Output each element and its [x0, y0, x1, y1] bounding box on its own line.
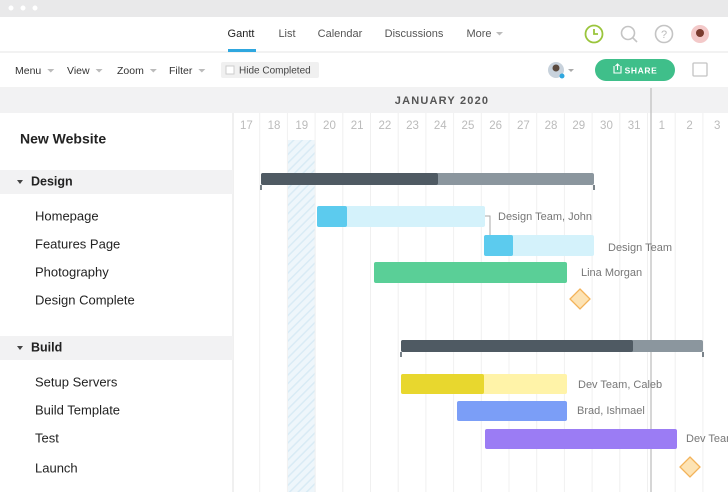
collapse-caret[interactable] — [17, 346, 23, 350]
project-title: New Website — [20, 131, 106, 147]
nav-tab[interactable]: List — [278, 28, 295, 40]
task-bar[interactable] — [317, 206, 485, 227]
window-dot — [8, 5, 14, 11]
assignee-label: Design Team, John — [498, 211, 592, 223]
assignee-label: Design Team — [608, 242, 672, 254]
avatar-face — [696, 29, 704, 37]
assignee-label: Brad, Ishmael — [577, 405, 645, 417]
task-bar[interactable] — [457, 401, 567, 421]
avatar-badge — [559, 73, 565, 79]
time-icon-hands — [593, 29, 598, 35]
toolbar-menu[interactable]: View — [67, 65, 90, 77]
task-name[interactable]: Homepage — [35, 208, 99, 223]
assignee-label: Dev Team, Caleb — [578, 379, 662, 391]
group-name[interactable]: Build — [31, 340, 62, 354]
day-label: 27 — [517, 120, 530, 132]
share-icon — [613, 63, 622, 74]
checkbox[interactable] — [225, 65, 235, 75]
dropdown-caret — [198, 69, 206, 73]
task-name[interactable]: Photography — [35, 264, 109, 279]
task-bar[interactable] — [374, 262, 567, 283]
milestone[interactable] — [569, 288, 591, 310]
task-bar[interactable] — [485, 429, 677, 449]
day-label: 26 — [489, 120, 502, 132]
weekend-hatch — [287, 140, 316, 492]
share-label[interactable]: SHARE — [625, 65, 658, 75]
summary-bracket — [260, 185, 595, 190]
assignee-label: Dev Team — [686, 433, 728, 445]
day-label: 28 — [545, 120, 558, 132]
hide-completed-toggle[interactable] — [221, 62, 319, 78]
task-name[interactable]: Launch — [35, 460, 78, 475]
present-icon[interactable] — [692, 62, 708, 77]
task-bar-progress — [484, 235, 513, 256]
day-label: 2 — [686, 120, 692, 132]
day-label: 25 — [462, 120, 475, 132]
day-label: 31 — [628, 120, 641, 132]
help-glyph: ? — [661, 29, 667, 41]
hide-completed-label[interactable]: Hide Completed — [239, 66, 311, 77]
search-icon[interactable] — [620, 25, 636, 41]
day-label: 22 — [378, 120, 391, 132]
collapse-caret[interactable] — [17, 180, 23, 184]
task-bar-progress — [317, 206, 347, 227]
share-button[interactable] — [595, 59, 675, 81]
group-row — [0, 170, 233, 194]
group-row — [0, 336, 233, 360]
day-label: 24 — [434, 120, 447, 132]
task-name[interactable]: Setup Servers — [35, 374, 118, 389]
toolbar-menu[interactable]: Zoom — [117, 65, 144, 77]
task-name[interactable]: Design Complete — [35, 292, 135, 307]
day-label: 18 — [268, 120, 281, 132]
avatar-face — [552, 64, 560, 72]
nav-tab[interactable]: Discussions — [385, 28, 444, 40]
day-label: 20 — [323, 120, 336, 132]
day-label: 29 — [572, 120, 585, 132]
day-label: 23 — [406, 120, 419, 132]
summary-bracket — [400, 352, 704, 357]
month-label: JANUARY 2020 — [395, 95, 490, 107]
panel-header — [0, 88, 233, 113]
task-bar-progress — [401, 374, 484, 394]
day-label: 30 — [600, 120, 613, 132]
nav-tab[interactable]: Gantt — [228, 28, 255, 40]
help-icon[interactable] — [654, 24, 674, 44]
milestone[interactable] — [679, 456, 701, 478]
active-tab-underline — [228, 49, 256, 52]
day-label: 21 — [351, 120, 364, 132]
window-dot — [32, 5, 38, 11]
time-icon[interactable] — [584, 24, 604, 44]
toolbar-menu[interactable]: Filter — [169, 65, 193, 77]
task-name[interactable]: Build Template — [35, 402, 120, 417]
day-label: 19 — [295, 120, 308, 132]
dropdown-caret — [95, 69, 103, 73]
summary-bar-progress — [401, 340, 633, 352]
assignee-label: Lina Morgan — [581, 267, 642, 279]
dropdown-caret — [568, 69, 574, 72]
day-label: 17 — [240, 120, 253, 132]
dropdown-caret — [47, 69, 55, 73]
search-icon-handle — [632, 37, 638, 43]
nav-tab[interactable]: More — [466, 28, 491, 40]
day-label: 1 — [659, 120, 665, 132]
dropdown-caret — [496, 32, 503, 36]
title-bar — [0, 0, 728, 17]
task-name[interactable]: Test — [35, 430, 59, 445]
day-label: 3 — [714, 120, 720, 132]
task-name[interactable]: Features Page — [35, 236, 120, 251]
window-dot — [20, 5, 26, 11]
month-header — [233, 88, 728, 113]
group-name[interactable]: Design — [31, 174, 73, 188]
toolbar-menu[interactable]: Menu — [15, 65, 41, 77]
summary-bar-progress — [261, 173, 438, 185]
dependency-line — [485, 215, 491, 235]
nav-tab[interactable]: Calendar — [318, 28, 363, 40]
dropdown-caret — [149, 69, 157, 73]
